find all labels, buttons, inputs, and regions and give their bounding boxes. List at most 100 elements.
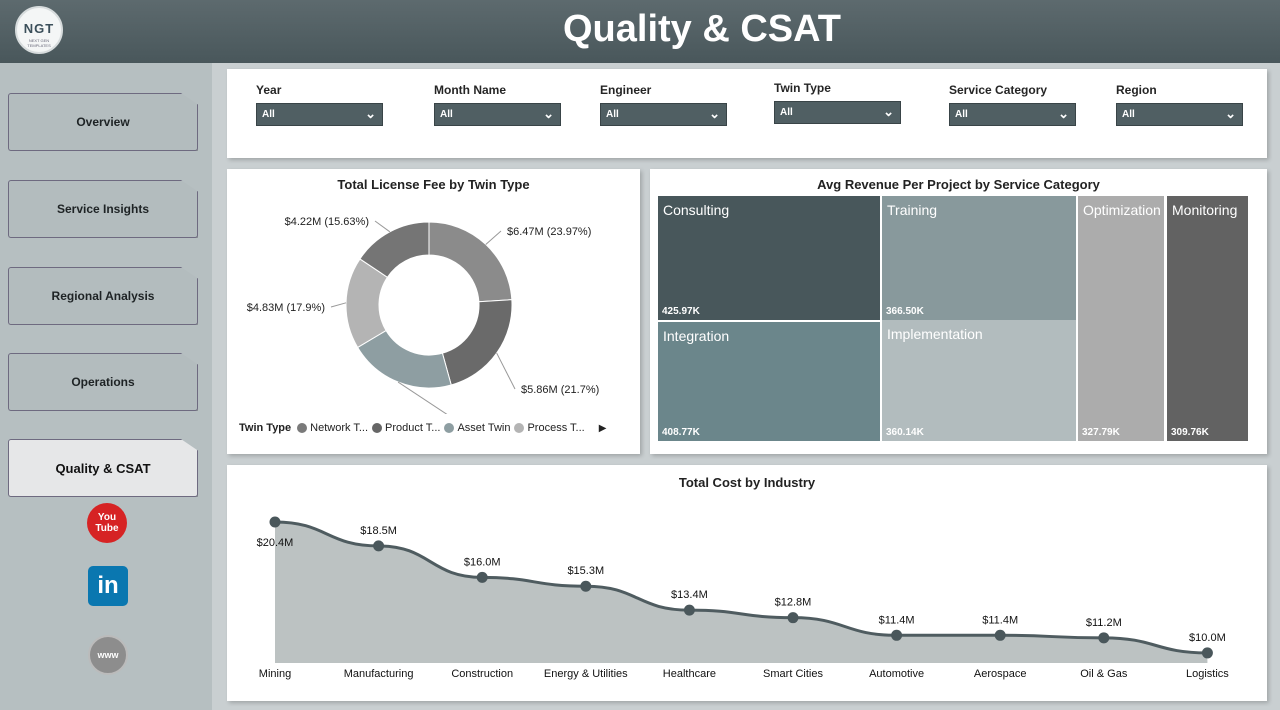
- area-data-label: $15.3M: [567, 565, 604, 577]
- tile-value: 425.97K: [662, 306, 700, 317]
- x-axis-tick-label: Energy & Utilities: [544, 668, 628, 680]
- twin-type-dropdown[interactable]: All ⌄: [774, 101, 901, 124]
- area-data-point[interactable]: [1201, 647, 1213, 659]
- chevron-down-icon: ⌄: [543, 106, 554, 121]
- company-logo[interactable]: NGT NEXT GEN TEMPLATES: [15, 6, 63, 54]
- chevron-down-icon: ⌄: [1225, 106, 1236, 121]
- nav-button-regional-analysis[interactable]: Regional Analysis: [8, 267, 198, 325]
- x-axis-tick-label: Smart Cities: [763, 668, 823, 680]
- engineer-dropdown[interactable]: All ⌄: [600, 103, 727, 126]
- nav-button-operations[interactable]: Operations: [8, 353, 198, 411]
- donut-data-label: $6.47M (23.97%): [507, 226, 591, 238]
- area-data-point[interactable]: [580, 580, 592, 592]
- legend-item-network-twin[interactable]: Network T...: [297, 422, 368, 434]
- treemap-tile-implementation[interactable]: Implementation 360.14K: [882, 320, 1076, 441]
- donut-legend: Twin Type Network T... Product T... Asse…: [239, 422, 606, 434]
- tile-name: Training: [887, 202, 938, 218]
- filter-engineer: Engineer All ⌄: [600, 83, 727, 126]
- dropdown-value: All: [955, 109, 968, 120]
- service-category-dropdown[interactable]: All ⌄: [949, 103, 1076, 126]
- donut-slice[interactable]: [428, 221, 513, 303]
- donut-chart: $6.47M (23.97%)$5.86M (21.7%)$5.61M (20.…: [247, 216, 599, 414]
- area-data-point[interactable]: [1098, 632, 1110, 644]
- linkedin-icon[interactable]: in: [88, 566, 128, 606]
- legend-label: Network T...: [310, 422, 369, 434]
- chevron-down-icon: ⌄: [709, 106, 720, 121]
- area-data-label: $10.0M: [1189, 632, 1226, 644]
- logo-mark: NGT: [23, 21, 55, 36]
- filter-label: Engineer: [600, 83, 652, 97]
- nav-button-service-insights[interactable]: Service Insights: [8, 180, 198, 238]
- legend-next-arrow-icon[interactable]: ▶: [598, 422, 607, 434]
- area-data-point[interactable]: [269, 516, 281, 528]
- website-globe-icon[interactable]: www: [88, 635, 128, 675]
- month-name-dropdown[interactable]: All ⌄: [434, 103, 561, 126]
- tile-name: Monitoring: [1172, 202, 1238, 218]
- legend-label: Product T...: [385, 422, 441, 434]
- tile-name: Integration: [663, 328, 730, 344]
- area-data-point[interactable]: [994, 629, 1006, 641]
- area-series-line: [274, 520, 1208, 655]
- area-fill: [275, 522, 1208, 663]
- donut-data-label: $5.86M (21.7%): [521, 384, 599, 396]
- legend-title: Twin Type: [239, 422, 292, 434]
- year-dropdown[interactable]: All ⌄: [256, 103, 383, 126]
- area-data-label: $16.0M: [464, 556, 501, 568]
- area-data-point[interactable]: [476, 571, 488, 583]
- youtube-icon[interactable]: You Tube: [87, 503, 127, 543]
- donut-slice[interactable]: [441, 299, 513, 386]
- header-bar: NGT NEXT GEN TEMPLATES Quality & CSAT: [0, 0, 1280, 63]
- treemap-tile-training[interactable]: Training 366.50K: [882, 196, 1076, 320]
- x-axis-tick-label: Aerospace: [974, 668, 1027, 680]
- chevron-down-icon: ⌄: [1058, 106, 1069, 121]
- area-data-label: $12.8M: [775, 597, 812, 609]
- area-data-point[interactable]: [683, 604, 695, 616]
- area-data-label: $20.4M: [257, 537, 294, 549]
- page-title: Quality & CSAT: [563, 8, 841, 50]
- legend-label: Asset Twin: [457, 422, 511, 434]
- nav-button-quality-csat[interactable]: Quality & CSAT: [8, 439, 198, 497]
- area-data-point[interactable]: [787, 612, 799, 624]
- filter-label: Region: [1116, 83, 1157, 97]
- tile-name: Implementation: [887, 326, 983, 342]
- legend-item-product-twin[interactable]: Product T...: [372, 422, 440, 434]
- chevron-down-icon: ⌄: [883, 104, 894, 119]
- area-data-label: $11.4M: [879, 614, 915, 626]
- x-axis-tick-label: Mining: [259, 668, 291, 680]
- x-axis-tick-label: Healthcare: [663, 668, 716, 680]
- avg-revenue-treemap-panel: Avg Revenue Per Project by Service Categ…: [650, 169, 1267, 454]
- x-axis-tick-label: Logistics: [1186, 668, 1229, 680]
- filter-twin-type: Twin Type All ⌄: [774, 81, 901, 124]
- filter-region: Region All ⌄: [1116, 83, 1243, 126]
- donut-slice[interactable]: [359, 221, 430, 278]
- treemap-tile-consulting[interactable]: Consulting 425.97K: [658, 196, 880, 320]
- logo-tagline: NEXT GEN TEMPLATES: [27, 38, 51, 48]
- donut-chart-title: Total License Fee by Twin Type: [337, 177, 530, 192]
- x-axis-tick-label: Automotive: [869, 668, 924, 680]
- region-dropdown[interactable]: All ⌄: [1116, 103, 1243, 126]
- donut-leader-line: [397, 381, 448, 414]
- donut-leader-line: [496, 352, 516, 390]
- legend-item-process-twin[interactable]: Process T...: [514, 422, 585, 434]
- donut-leader-line: [330, 302, 347, 308]
- treemap-tile-monitoring[interactable]: Monitoring 309.76K: [1167, 196, 1248, 441]
- area-data-point[interactable]: [373, 540, 385, 552]
- tile-value: 309.76K: [1171, 427, 1209, 438]
- tile-value: 327.79K: [1082, 427, 1120, 438]
- x-axis-tick-label: Manufacturing: [344, 668, 414, 680]
- legend-dot: [444, 423, 455, 433]
- legend-item-asset-twin[interactable]: Asset Twin: [444, 422, 510, 434]
- filter-year: Year All ⌄: [256, 83, 383, 126]
- x-axis-tick-label: Construction: [451, 668, 513, 680]
- area-data-point[interactable]: [891, 629, 903, 641]
- dropdown-value: All: [1122, 109, 1135, 120]
- tile-name: Consulting: [663, 202, 730, 218]
- tile-name: Optimization: [1083, 202, 1161, 218]
- filter-label: Twin Type: [774, 81, 831, 95]
- treemap-tile-optimization[interactable]: Optimization 327.79K: [1078, 196, 1164, 441]
- nav-button-overview[interactable]: Overview: [8, 93, 198, 151]
- tile-value: 360.14K: [886, 427, 924, 438]
- treemap-tile-integration[interactable]: Integration 408.77K: [658, 322, 880, 441]
- donut-leader-line: [374, 220, 391, 233]
- area-chart-title: Total Cost by Industry: [678, 475, 816, 490]
